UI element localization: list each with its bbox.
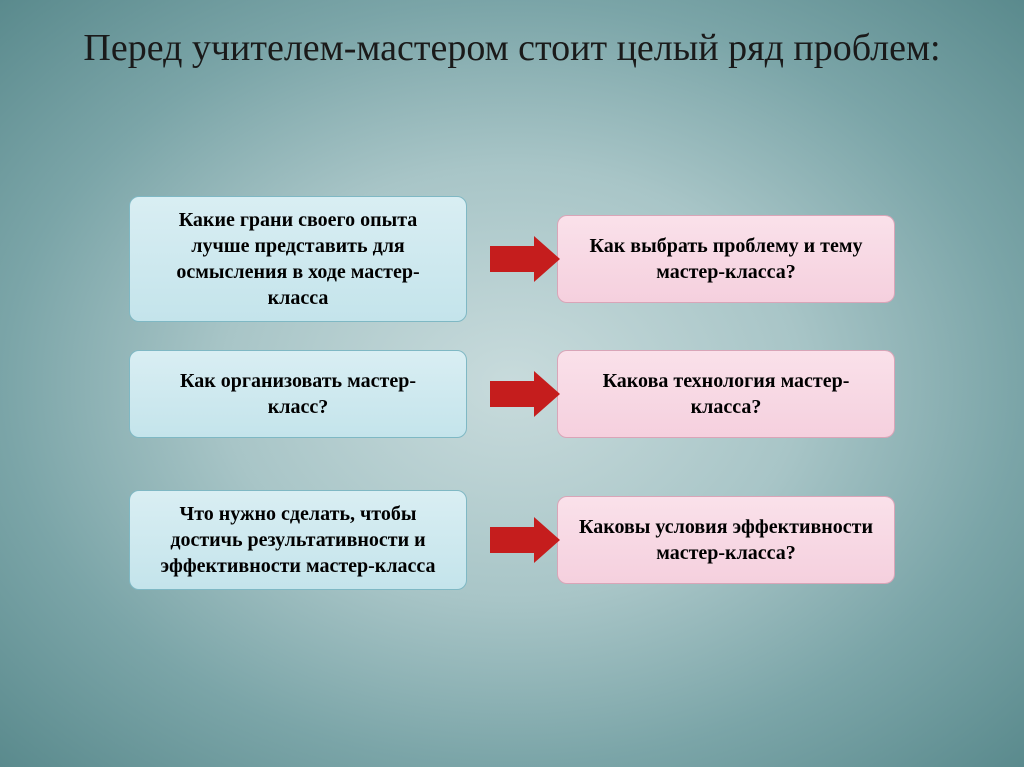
arrow-wrap [467,527,557,553]
right-box: Каковы условия эффективности мастер-клас… [557,496,895,584]
diagram-container: Какие грани своего опыта лучше представи… [0,196,1024,618]
left-box: Как организовать мастер-класс? [129,350,467,438]
arrow-right-icon [490,527,534,553]
arrow-right-icon [490,246,534,272]
left-box: Какие грани своего опыта лучше представи… [129,196,467,322]
arrow-wrap [467,246,557,272]
diagram-row: Какие грани своего опыта лучше представи… [0,196,1024,322]
left-box: Что нужно сделать, чтобы достичь результ… [129,490,467,590]
arrow-wrap [467,381,557,407]
arrow-right-icon [490,381,534,407]
diagram-row: Что нужно сделать, чтобы достичь результ… [0,490,1024,590]
right-box: Какова технология мастер-класса? [557,350,895,438]
diagram-row: Как организовать мастер-класс? Какова те… [0,350,1024,438]
slide-title: Перед учителем-мастером стоит целый ряд … [0,0,1024,73]
right-box: Как выбрать проблему и тему мастер-класс… [557,215,895,303]
